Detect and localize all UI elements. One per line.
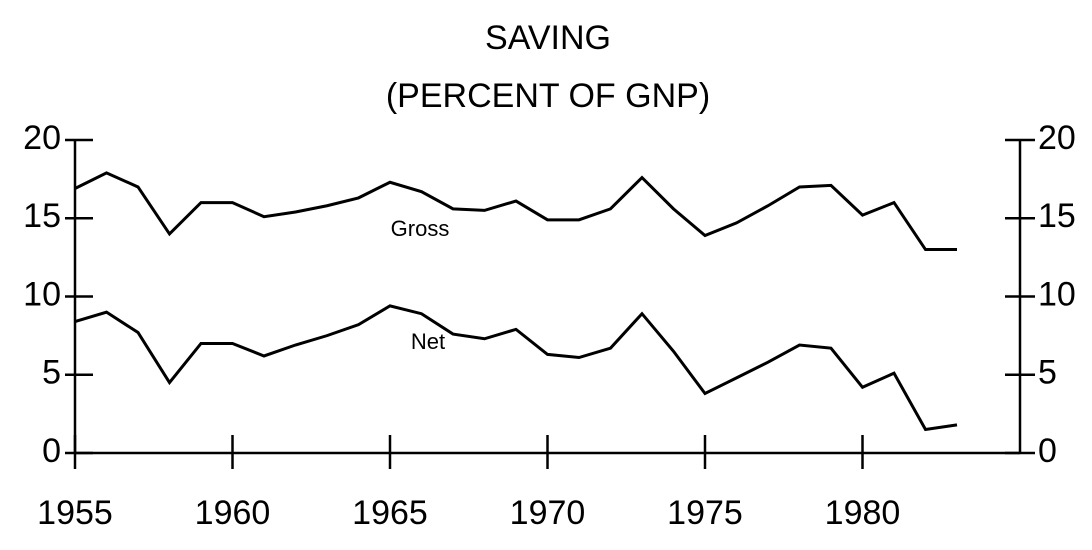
chart-title: SAVING bbox=[485, 19, 611, 57]
y-tick-label: 5 bbox=[42, 354, 61, 392]
x-tick-label: 1975 bbox=[667, 494, 743, 532]
y2-tick-label: 20 bbox=[1038, 119, 1076, 157]
chart-subtitle: (PERCENT OF GNP) bbox=[386, 77, 710, 115]
x-tick-label: 1980 bbox=[825, 494, 901, 532]
y-tick-label: 20 bbox=[23, 119, 61, 157]
x-tick-label: 1955 bbox=[37, 494, 113, 532]
x-tick-label: 1965 bbox=[352, 494, 428, 532]
y2-tick-label: 0 bbox=[1038, 432, 1057, 470]
y-tick-label: 0 bbox=[42, 432, 61, 470]
series-label: Net bbox=[411, 329, 445, 354]
y-tick-label: 10 bbox=[23, 275, 61, 313]
line-series bbox=[74, 171, 957, 252]
y2-tick-label: 10 bbox=[1038, 275, 1076, 313]
y-tick-label: 15 bbox=[23, 197, 61, 235]
x-tick-label: 1960 bbox=[195, 494, 271, 532]
series-label: Gross bbox=[391, 216, 450, 241]
x-tick-label: 1970 bbox=[510, 494, 586, 532]
y2-tick-label: 15 bbox=[1038, 197, 1076, 235]
line-series bbox=[74, 304, 958, 432]
y2-tick-label: 5 bbox=[1038, 354, 1057, 392]
